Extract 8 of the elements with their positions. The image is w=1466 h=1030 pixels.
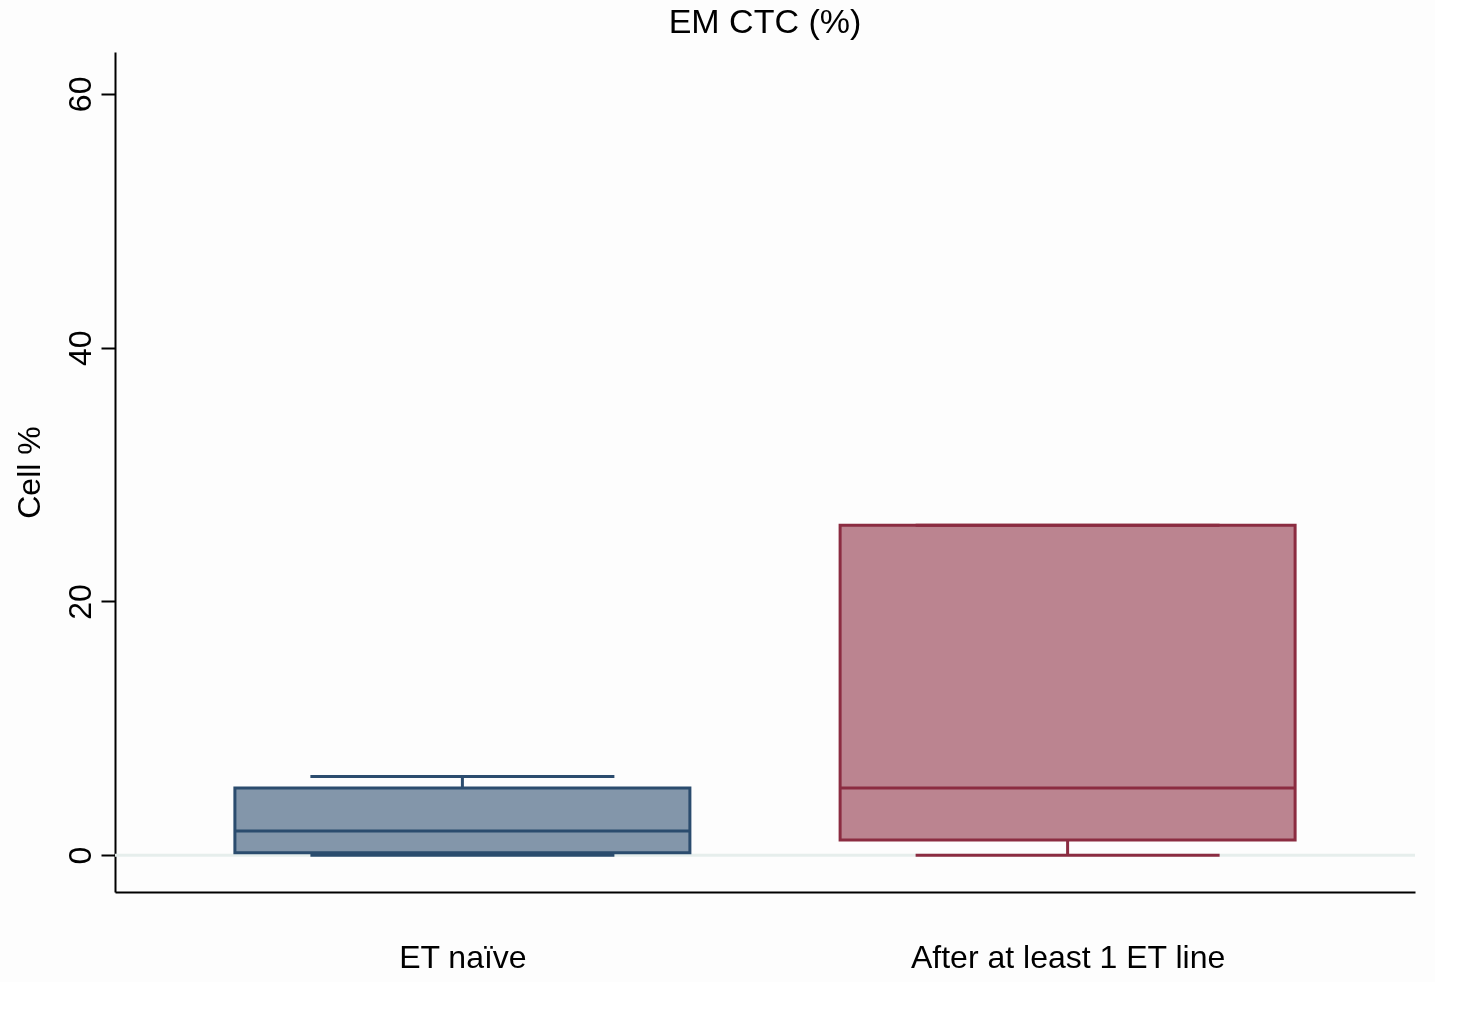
y-tick-label: 20 <box>61 584 98 620</box>
y-tick-label: 60 <box>61 76 98 113</box>
y-tick-label: 0 <box>61 846 98 865</box>
y-axis-title: Cell % <box>10 426 47 519</box>
y-tick-label: 40 <box>61 330 98 366</box>
x-tick-label: After at least 1 ET line <box>910 938 1226 975</box>
chart-title: EM CTC (%) <box>668 2 862 40</box>
x-tick-label: ET naïve <box>399 938 527 975</box>
